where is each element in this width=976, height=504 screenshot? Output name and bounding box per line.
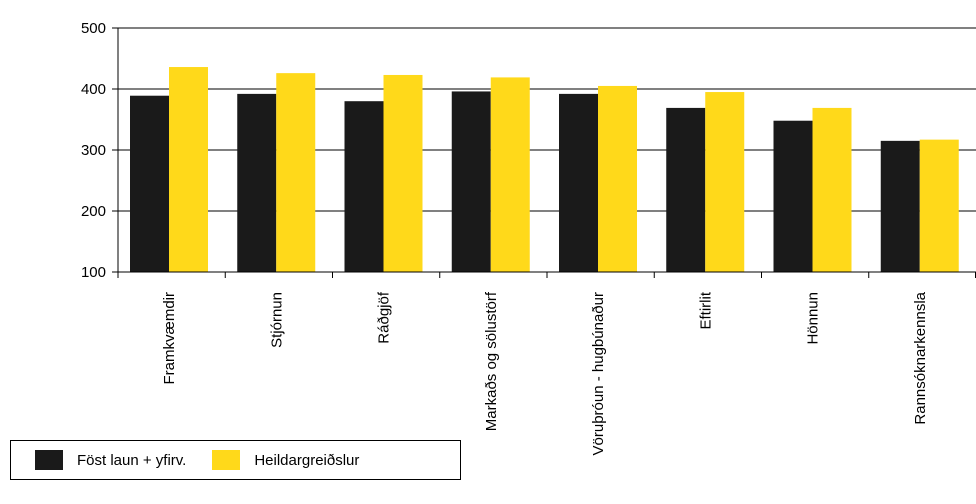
y-tick-label-100: 100 (81, 264, 106, 281)
y-tick-label-200: 200 (81, 203, 106, 220)
x-tick-label-7: Rannsóknarkennsla (912, 291, 929, 424)
y-tick-labels: 100 200 300 400 500 (81, 20, 106, 281)
bar-Rannsóknarkennsla-series-0 (880, 140, 920, 272)
bar-Markaðs og sölustörf-series-0 (451, 91, 491, 272)
bar-Stjórnun-series-1 (276, 73, 316, 272)
bar-Hönnun-series-0 (773, 120, 813, 272)
x-tick-label-0: Framkvæmdir (161, 292, 178, 385)
legend: Föst laun + yfirv. Heildargreiðslur (10, 440, 461, 480)
legend-swatch-series-0 (35, 450, 63, 470)
bars (130, 67, 959, 273)
x-tick-label-6: Hönnun (805, 292, 822, 345)
x-tick-label-5: Eftirlit (697, 291, 714, 329)
bar-Framkvæmdir-series-1 (169, 67, 208, 272)
axes (112, 27, 976, 278)
x-tick-label-2: Ráðgjöf (376, 291, 393, 344)
bar-Rannsóknarkennsla-series-1 (919, 139, 959, 272)
bar-Eftirlit-series-0 (666, 107, 706, 272)
bar-Eftirlit-series-1 (705, 92, 745, 272)
bar-Stjórnun-series-0 (237, 93, 277, 272)
legend-label-series-1: Heildargreiðslur (254, 451, 360, 469)
bar-Vöruþróun - hugbúnaður-series-1 (598, 85, 637, 272)
bar-Hönnun-series-1 (812, 107, 852, 272)
legend-item-series-0: Föst laun + yfirv. (35, 450, 186, 470)
y-tick-label-400: 400 (81, 81, 106, 98)
bar-Ráðgjöf-series-0 (344, 101, 384, 272)
x-tick-label-4: Vöruþróun - hugbúnaður (590, 292, 607, 455)
bar-Vöruþróun - hugbúnaður-series-0 (559, 93, 598, 272)
x-tick-label-3: Markaðs og sölustörf (483, 291, 500, 431)
legend-label-series-0: Föst laun + yfirv. (77, 451, 187, 469)
bar-Markaðs og sölustörf-series-1 (490, 77, 530, 272)
y-tick-label-500: 500 (81, 20, 106, 37)
legend-swatch-series-1 (212, 450, 241, 470)
legend-item-series-1: Heildargreiðslur (212, 450, 359, 470)
bar-Ráðgjöf-series-1 (383, 74, 423, 272)
y-tick-label-300: 300 (81, 142, 106, 159)
bar-Framkvæmdir-series-0 (130, 95, 169, 273)
x-tick-labels: Framkvæmdir Stjórnun Ráðgjöf Markaðs og söl… (161, 291, 929, 455)
x-tick-label-1: Stjórnun (268, 292, 285, 348)
